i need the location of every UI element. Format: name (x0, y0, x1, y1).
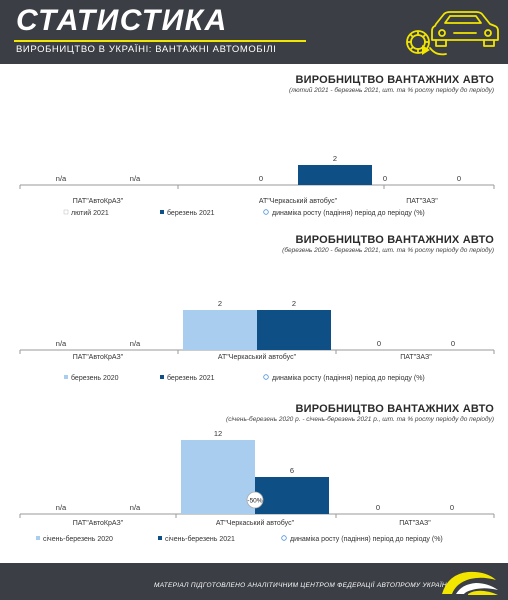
data-label: n/a (130, 174, 141, 183)
data-label: 0 (259, 174, 263, 183)
data-label: n/a (56, 339, 67, 348)
chart2: n/a n/a ПАТ"АвтоКрАЗ" 2 2 АТ"Черкаський автоб… (19, 299, 495, 382)
category-label: АТ"Черкаський автобус" (218, 353, 297, 361)
car-gear-icon (406, 11, 499, 56)
legend-swatch (160, 210, 164, 214)
page-subtitle: ВИРОБНИЦТВО В УКРАЇНІ: ВАНТАЖНІ АВТОМОБІ… (16, 44, 277, 55)
legend-label: березень 2021 (167, 209, 215, 217)
bar-series1 (181, 440, 255, 514)
legend-label: січень-березень 2021 (165, 535, 235, 543)
legend-swatch (36, 536, 40, 540)
category-label: ПАТ"АвтоКрАЗ" (73, 198, 124, 205)
data-label: 0 (450, 503, 454, 512)
data-label: 2 (218, 299, 222, 308)
data-label: 6 (290, 466, 294, 475)
category-label: ПАТ"ЗАЗ" (406, 198, 438, 205)
legend-swatch (160, 375, 164, 379)
chart1: n/a n/a ПАТ"АвтоКрАЗ" 0 2 АТ"Черкаський автоб… (19, 154, 495, 217)
data-label: 12 (214, 429, 222, 438)
legend-label: динаміка росту (падіння) період до періо… (272, 374, 425, 382)
data-label: n/a (130, 503, 141, 512)
footer-text: МАТЕРІАЛ ПІДГОТОВЛЕНО АНАЛІТИЧНИМ ЦЕНТРО… (154, 582, 452, 589)
category-label: ПАТ"ЗАЗ" (399, 520, 431, 527)
legend-label: динаміка росту (падіння) період до періо… (272, 209, 425, 217)
legend-swatch (63, 209, 69, 215)
legend-marker (263, 209, 269, 215)
bar-series2 (298, 165, 372, 185)
legend-label: січень-березень 2020 (43, 535, 113, 543)
bar-series1 (183, 310, 257, 350)
data-label: 0 (451, 339, 455, 348)
category-label: ПАТ"АвтоКрАЗ" (73, 520, 124, 527)
legend-label: березень 2020 (71, 374, 119, 382)
chart3: n/a n/a ПАТ"АвтоКрАЗ" 12 6 -50% АТ"Черкаський … (19, 429, 495, 543)
legend-label: лютий 2021 (71, 209, 109, 217)
legend-marker (281, 535, 287, 541)
growth-marker (246, 491, 264, 509)
chart3-title: ВИРОБНИЦТВО ВАНТАЖНИХ АВТО (295, 403, 494, 415)
category-label: ПАТ"ЗАЗ" (400, 354, 432, 361)
data-label: 0 (376, 503, 380, 512)
data-label: n/a (56, 174, 67, 183)
chart3-subtitle: (січень-березень 2020 р. - січень-березе… (226, 416, 494, 423)
legend-swatch (64, 375, 68, 379)
title-underline (14, 40, 306, 42)
legend-swatch (158, 536, 162, 540)
legend-label: березень 2021 (167, 374, 215, 382)
bar-series2 (257, 310, 331, 350)
data-label: 0 (383, 174, 387, 183)
data-label: n/a (56, 503, 67, 512)
header-banner: СТАТИСТИКА ВИРОБНИЦТВО В УКРАЇНІ: ВАНТАЖ… (0, 0, 508, 64)
chart2-subtitle: (березень 2020 - березень 2021, шт. та %… (282, 247, 494, 254)
data-label: 0 (457, 174, 461, 183)
data-label: 2 (333, 154, 337, 163)
federation-logo-icon (442, 571, 498, 595)
footer-banner: МАТЕРІАЛ ПІДГОТОВЛЕНО АНАЛІТИЧНИМ ЦЕНТРО… (0, 563, 508, 600)
growth-label: -50% (247, 498, 262, 505)
category-label: АТ"Черкаський автобус" (216, 519, 295, 527)
legend-marker (263, 374, 269, 380)
data-label: n/a (130, 339, 141, 348)
chart2-title: ВИРОБНИЦТВО ВАНТАЖНИХ АВТО (295, 234, 494, 246)
bar-series2 (255, 477, 329, 514)
category-label: ПАТ"АвтоКрАЗ" (73, 354, 124, 361)
chart1-subtitle: (лютий 2021 - березень 2021, шт. та % ро… (288, 87, 494, 94)
data-label: 0 (377, 339, 381, 348)
category-label: АТ"Черкаський автобус" (259, 197, 338, 205)
legend-label: динаміка росту (падіння) період до періо… (290, 535, 443, 543)
chart1-title: ВИРОБНИЦТВО ВАНТАЖНИХ АВТО (295, 74, 494, 86)
page-title: СТАТИСТИКА (16, 4, 228, 37)
data-label: 2 (292, 299, 296, 308)
